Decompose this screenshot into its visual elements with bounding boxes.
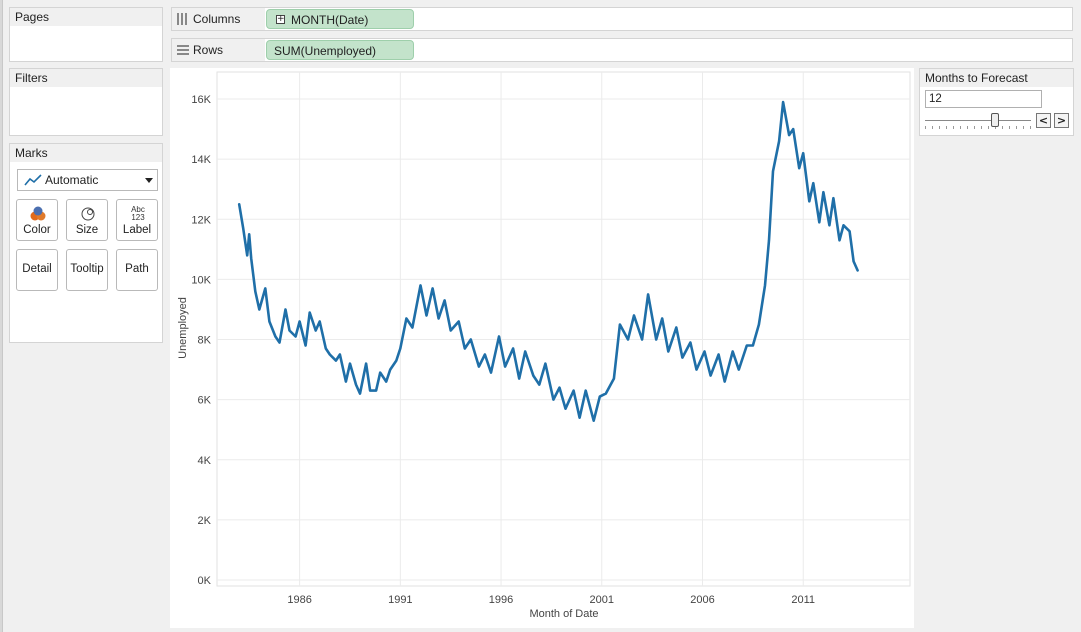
- color-button[interactable]: Color: [16, 199, 58, 241]
- forecast-next-button[interactable]: >: [1054, 113, 1069, 128]
- y-tick-label: 2K: [198, 515, 212, 527]
- rows-shelf-label-area: Rows: [172, 39, 265, 61]
- month-date-pill[interactable]: + MONTH(Date): [266, 9, 414, 29]
- y-tick-label: 4K: [198, 455, 212, 467]
- label-icon: Abc 123: [131, 205, 145, 222]
- plot-frame: [216, 71, 911, 587]
- x-axis-title: Month of Date: [529, 608, 598, 620]
- line-chart: 0K 2K 4K 6K 8K 10K 12K 14K 16K 1986 1991 1996 2001 20…: [177, 71, 911, 620]
- label-button[interactable]: Abc 123 Label: [116, 199, 158, 241]
- sum-unemployed-pill-label: SUM(Unemployed): [274, 44, 377, 58]
- path-button-label: Path: [125, 263, 149, 275]
- rows-shelf-label: Rows: [193, 43, 224, 57]
- forecast-slider-thumb[interactable]: [990, 113, 999, 127]
- columns-shelf-label: Columns: [193, 12, 241, 26]
- y-axis-title: Unemployed: [177, 297, 189, 359]
- line-layer: [237, 100, 859, 423]
- grid-layer: [217, 72, 910, 586]
- x-tick-label: 2011: [791, 594, 815, 606]
- expand-plus-icon[interactable]: +: [276, 14, 285, 24]
- sum-unemployed-pill[interactable]: SUM(Unemployed): [266, 40, 414, 60]
- rows-shelf[interactable]: Rows SUM(Unemployed): [171, 38, 1073, 62]
- forecast-title: Months to Forecast: [920, 69, 1073, 87]
- x-tick-label: 1991: [388, 594, 412, 606]
- pages-card-title: Pages: [10, 8, 162, 26]
- months-to-forecast-card: Months to Forecast 12 < >: [919, 68, 1074, 136]
- filters-card-title: Filters: [10, 69, 162, 87]
- columns-shelf-label-area: Columns: [172, 8, 265, 30]
- x-tick-label: 2006: [690, 594, 714, 606]
- path-button[interactable]: Path: [116, 249, 158, 291]
- forecast-prev-button[interactable]: <: [1036, 113, 1051, 128]
- color-button-label: Color: [23, 224, 51, 236]
- columns-icon: [177, 13, 187, 25]
- window-left-edge: [0, 0, 3, 632]
- detail-button[interactable]: Detail: [16, 249, 58, 291]
- size-button-label: Size: [75, 224, 99, 236]
- forecast-value-input[interactable]: 12: [925, 90, 1042, 108]
- forecast-slider-ticks: [925, 126, 1031, 129]
- y-tick-label: 12K: [191, 214, 211, 226]
- y-tick-label: 10K: [191, 274, 211, 286]
- x-tick-label: 2001: [590, 594, 614, 606]
- marks-card-title: Marks: [10, 144, 162, 162]
- y-tick-label: 14K: [191, 154, 211, 166]
- mark-type-label: Automatic: [45, 173, 99, 187]
- x-tick-label: 1996: [489, 594, 513, 606]
- line-mark-icon: [24, 174, 42, 186]
- label-button-label: Label: [122, 224, 152, 236]
- tooltip-button-label: Tooltip: [70, 263, 104, 275]
- chevron-down-icon: [145, 178, 153, 183]
- columns-shelf[interactable]: Columns + MONTH(Date): [171, 7, 1073, 31]
- rows-icon: [177, 45, 189, 55]
- pages-card[interactable]: Pages: [9, 7, 163, 62]
- label-icon-abc: Abc: [131, 205, 145, 214]
- tooltip-button[interactable]: Tooltip: [66, 249, 108, 291]
- tick-layer: 0K 2K 4K 6K 8K 10K 12K 14K 16K 1986 1991 1996 2001 20…: [191, 94, 815, 606]
- forecast-slider-track[interactable]: [925, 120, 1031, 121]
- filters-card[interactable]: Filters: [9, 68, 163, 136]
- marks-card: Marks Automatic Color Size Abc 123 Label…: [9, 143, 163, 343]
- mark-type-dropdown[interactable]: Automatic: [17, 169, 158, 191]
- y-tick-label: 16K: [191, 94, 211, 106]
- label-icon-123: 123: [131, 213, 145, 222]
- visualization-area[interactable]: 0K 2K 4K 6K 8K 10K 12K 14K 16K 1986 1991 1996 2001 20…: [170, 68, 914, 628]
- size-button[interactable]: Size: [66, 199, 108, 241]
- y-tick-label: 8K: [198, 335, 212, 347]
- size-icon: [81, 207, 95, 221]
- y-tick-label: 6K: [198, 395, 212, 407]
- unemployed-series-line[interactable]: [237, 100, 859, 423]
- month-date-pill-label: MONTH(Date): [291, 13, 369, 27]
- detail-button-label: Detail: [22, 263, 52, 275]
- color-icon: [30, 206, 46, 221]
- y-tick-label: 0K: [198, 575, 212, 587]
- x-tick-label: 1986: [287, 594, 311, 606]
